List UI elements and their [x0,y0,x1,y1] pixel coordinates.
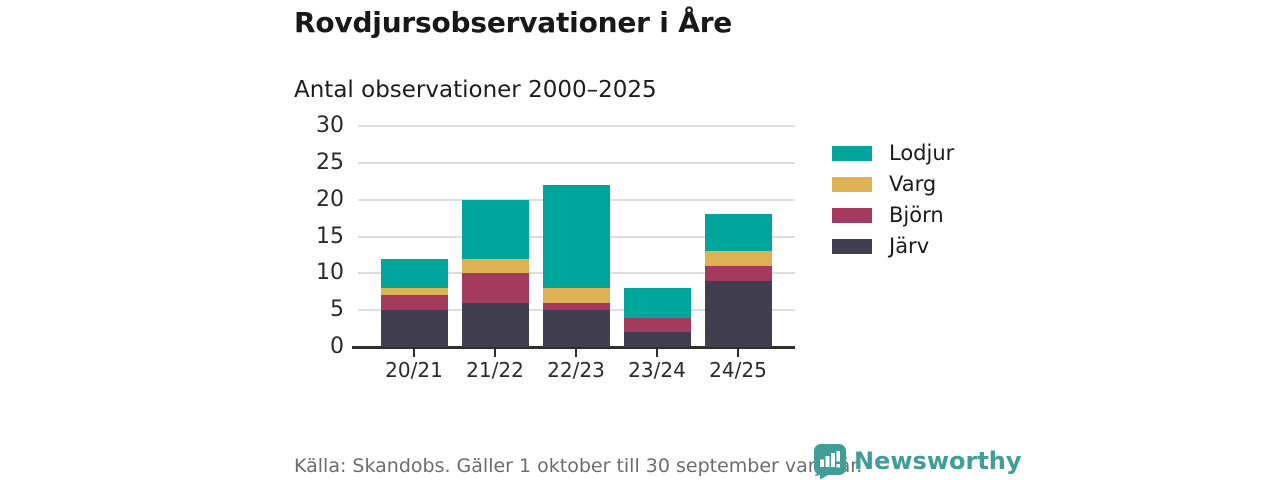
x-axis-tick [413,349,415,357]
legend-swatch-varg [832,177,872,192]
legend-row-lodjur: Lodjur [832,141,955,165]
brand-name: Newsworthy [854,447,1022,475]
bar-segment-järv-20-21 [381,310,448,347]
bar-segment-björn-21-22 [462,273,529,303]
x-axis-tick-label: 24/25 [709,358,767,382]
y-axis-tick-label: 10 [316,260,344,286]
gridline-30 [358,125,795,128]
legend-row-järv: Järv [832,234,954,258]
y-axis-tick-label: 5 [330,297,344,323]
legend-label: Järv [889,234,930,258]
bar-segment-järv-23-24 [624,332,691,347]
chart-legend: Lodjur Varg Björn Järv [832,141,955,270]
bar-segment-lodjur-20-21 [381,258,448,289]
legend-label: Björn [889,203,944,227]
bar-segment-järv-22-23 [543,310,610,347]
x-axis-tick [494,349,496,357]
y-axis-tick-label: 0 [330,334,344,359]
brand-lockup: Newsworthy [813,443,1022,480]
x-axis-tick-label: 20/21 [385,358,443,382]
legend-label: Lodjur [889,141,955,165]
bar-segment-björn-23-24 [624,317,691,333]
legend-row-varg: Varg [832,172,954,196]
bar-segment-varg-24-25 [705,251,772,266]
legend-label: Varg [889,172,937,196]
bar-segment-lodjur-23-24 [624,288,691,318]
x-axis-tick [656,349,658,357]
x-axis-tick-label: 23/24 [628,358,686,382]
source-note: Källa: Skandobs. Gäller 1 oktober till 3… [294,455,863,477]
x-axis-tick [737,349,739,357]
bar-segment-björn-22-23 [543,302,610,311]
bar-segment-lodjur-24-25 [705,214,772,252]
y-axis-tick-label: 25 [316,149,344,175]
y-axis-tick-label: 30 [316,113,344,139]
bar-segment-björn-24-25 [705,265,772,281]
x-axis-tick-label: 22/23 [547,358,605,382]
bar-segment-järv-21-22 [462,302,529,347]
bar-segment-varg-22-23 [543,288,610,303]
x-axis-tick-label: 21/22 [466,358,524,382]
x-axis-line [352,346,795,349]
y-axis-tick-label: 15 [316,223,344,249]
y-axis-tick-label: 20 [316,186,344,212]
newsworthy-logo-icon [813,443,847,480]
bar-segment-varg-21-22 [462,258,529,274]
bar-segment-lodjur-22-23 [543,184,610,289]
chart-subtitle: Antal observationer 2000–2025 [294,77,657,103]
bar-segment-björn-20-21 [381,295,448,311]
legend-swatch-björn [832,208,872,223]
page-title: Rovdjursobservationer i Åre [294,6,733,39]
legend-row-björn: Björn [832,203,954,227]
bar-segment-varg-20-21 [381,288,448,296]
x-axis-tick [575,349,577,357]
legend-swatch-järv [832,239,872,254]
legend-swatch-lodjur [832,146,872,161]
gridline-25 [358,161,795,164]
bar-segment-järv-24-25 [705,280,772,347]
bar-segment-lodjur-21-22 [462,199,529,259]
